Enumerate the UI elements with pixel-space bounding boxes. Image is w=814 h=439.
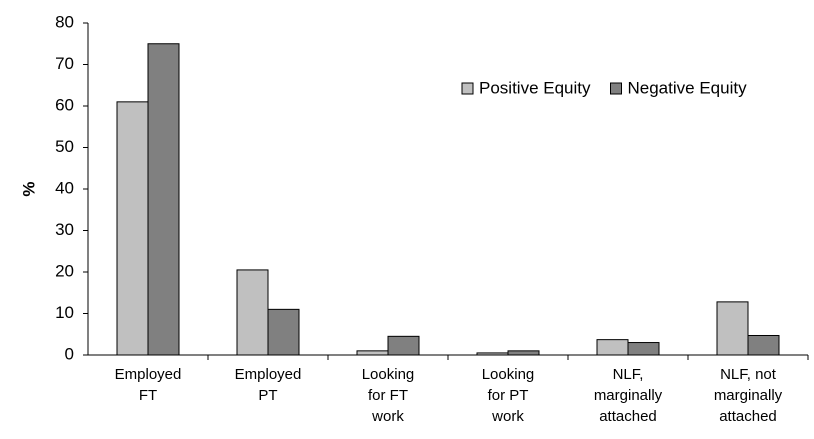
bar xyxy=(147,43,180,356)
legend-swatch xyxy=(610,82,622,95)
x-tick-label: NLF, marginally attached xyxy=(593,366,663,425)
bar xyxy=(267,308,300,356)
bar xyxy=(476,352,509,356)
y-tick-label: 70 xyxy=(55,54,74,73)
x-tick-label: Employed PT xyxy=(234,366,302,404)
y-tick-label: 0 xyxy=(65,344,74,363)
bar xyxy=(627,342,660,356)
y-tick-label: 30 xyxy=(55,220,74,239)
y-tick-label: 20 xyxy=(55,261,74,280)
bar xyxy=(716,301,749,356)
x-tick-label: Employed FT xyxy=(114,366,182,404)
bar xyxy=(747,334,780,356)
y-tick-label: 40 xyxy=(55,178,74,197)
y-tick-label: 50 xyxy=(55,137,74,156)
x-tick-label: Looking for FT work xyxy=(361,366,415,425)
bar xyxy=(236,269,269,356)
bar xyxy=(387,335,420,356)
legend-swatch xyxy=(461,82,474,95)
x-tick-label: Looking for PT work xyxy=(481,366,535,425)
y-tick-label: 60 xyxy=(55,95,74,114)
y-tick-label: 10 xyxy=(55,303,74,322)
bar xyxy=(507,350,540,356)
x-tick-label: NLF, not marginally attached xyxy=(713,366,783,425)
bar xyxy=(596,339,629,356)
bar xyxy=(356,350,389,356)
y-tick-label: 80 xyxy=(55,12,74,31)
legend-label: Negative Equity xyxy=(628,78,748,97)
legend-label: Positive Equity xyxy=(479,78,591,97)
y-axis-label: % xyxy=(19,181,38,196)
bar xyxy=(116,101,149,356)
